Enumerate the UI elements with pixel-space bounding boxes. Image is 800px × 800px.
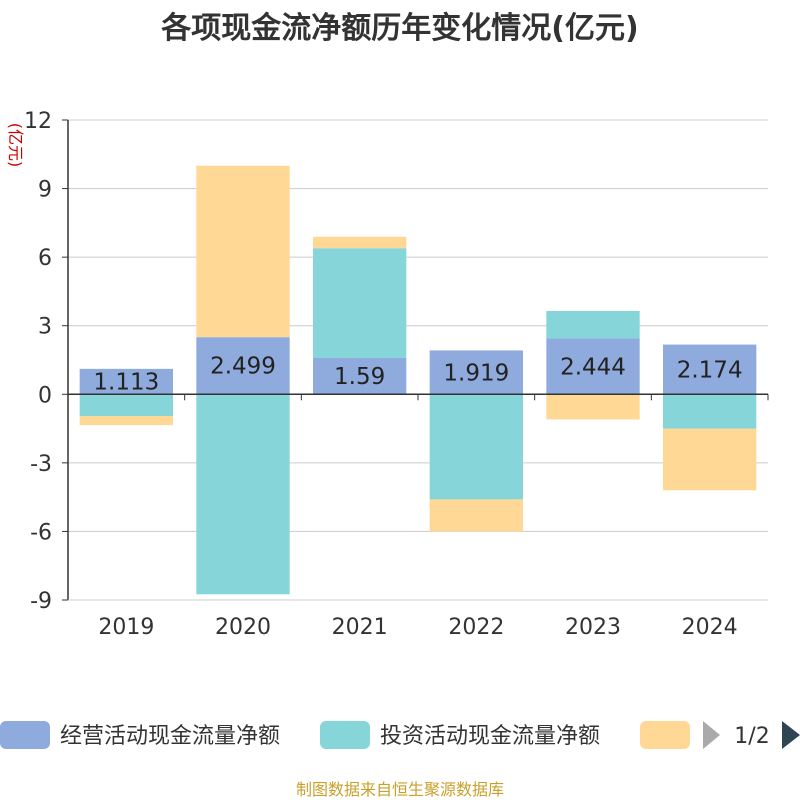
bar-series2-2019	[79, 394, 173, 416]
legend-swatch-3[interactable]	[640, 721, 690, 749]
legend-swatch-1[interactable]	[0, 721, 50, 749]
y-tick-label: 0	[38, 383, 52, 408]
legend-next-icon[interactable]	[782, 721, 800, 749]
data-label-2024: 2.174	[677, 357, 743, 383]
data-label-2022: 1.919	[443, 360, 509, 386]
y-tick-label: -6	[30, 520, 52, 545]
data-label-2020: 2.499	[210, 354, 276, 380]
legend-page-indicator: 1/2	[734, 724, 769, 749]
bar-series3-2022	[429, 499, 523, 532]
bar-series3-2023	[546, 394, 640, 420]
bar-series1-2024	[663, 344, 757, 395]
data-label-2021: 1.59	[334, 364, 385, 390]
y-tick-label: 9	[38, 178, 52, 203]
bar-series2-2023	[546, 310, 640, 339]
x-tick-label: 2023	[565, 615, 621, 640]
data-label-2023: 2.444	[560, 354, 626, 380]
bar-series1-2020	[196, 337, 290, 395]
legend-label-1[interactable]: 经营活动现金流量净额	[60, 724, 280, 749]
axes: 2019 2020 2021 2022 2023 2024	[67, 120, 769, 640]
bar-series2-2022	[429, 394, 523, 500]
bar-series3-2021	[313, 236, 407, 249]
chart-title: 各项现金流净额历年变化情况(亿元)	[160, 11, 638, 46]
legend-prev-icon[interactable]	[703, 721, 720, 749]
bar-series3-2019	[79, 416, 173, 426]
bar-series1-2019	[79, 368, 173, 395]
legend-swatch-2[interactable]	[320, 721, 370, 749]
legend: 经营活动现金流量净额 投资活动现金流量净额 1/2	[0, 721, 800, 749]
bar-series2-2024	[663, 394, 757, 429]
y-tick-label: 3	[38, 315, 52, 340]
y-axis-unit: (亿元)	[6, 123, 25, 168]
source-note: 制图数据来自恒生聚源数据库	[296, 780, 504, 799]
y-tick-label: 12	[24, 109, 52, 134]
data-labels: 1.113 2.499 1.59 1.919 2.444 2.174	[93, 354, 742, 396]
bar-series2-2021	[313, 248, 407, 358]
bar-series3-2024	[663, 428, 757, 491]
bar-series1-2023	[546, 338, 640, 395]
y-tick-label: -9	[30, 589, 52, 614]
bar-series3-2020	[196, 165, 290, 338]
x-tick-label: 2019	[98, 615, 154, 640]
y-tick-label: -3	[30, 452, 52, 477]
bar-series1-2022	[429, 350, 523, 395]
bar-series1-2021	[313, 357, 407, 395]
x-tick-label: 2021	[332, 615, 388, 640]
bars	[79, 165, 757, 595]
y-tick-label: 6	[38, 246, 52, 271]
bar-series2-2020	[196, 394, 290, 595]
x-tick-label: 2020	[215, 615, 271, 640]
legend-label-2[interactable]: 投资活动现金流量净额	[380, 724, 600, 749]
data-label-2019: 1.113	[93, 370, 159, 396]
x-tick-label: 2024	[682, 615, 738, 640]
x-tick-label: 2022	[448, 615, 504, 640]
